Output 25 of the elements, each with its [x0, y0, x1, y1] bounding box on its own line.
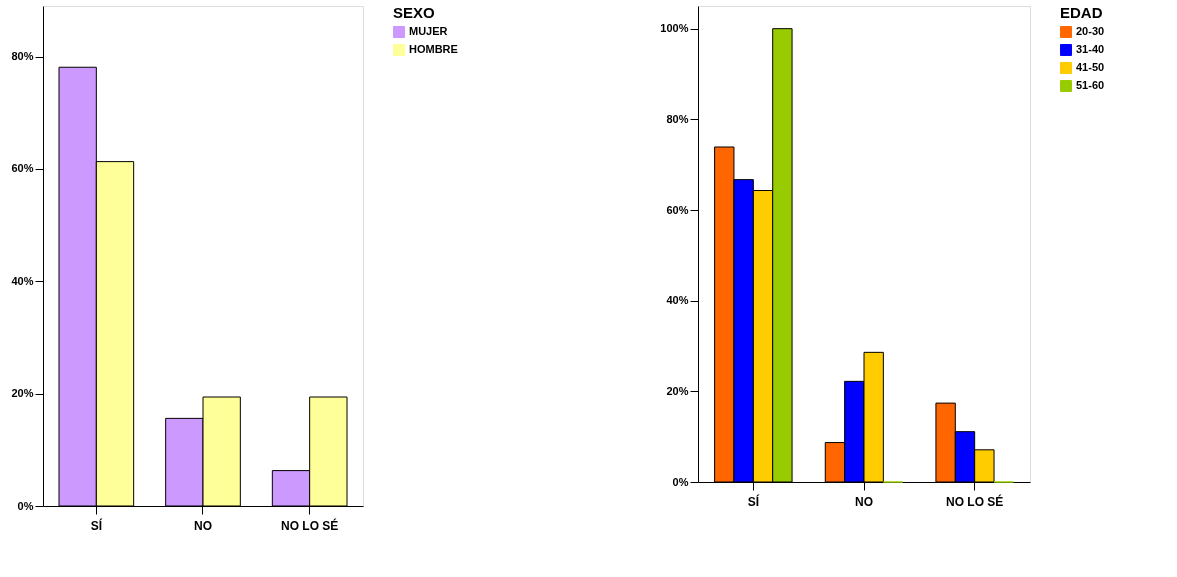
legend-label: HOMBRE	[409, 43, 458, 55]
y-tick-label: 0%	[672, 475, 689, 488]
legend-label: MUJER	[409, 25, 448, 37]
legend-label: 31-40	[1076, 43, 1105, 55]
legend-title: EDAD	[1060, 4, 1103, 21]
legend-label: 51-60	[1076, 79, 1105, 91]
y-tick-label: 40%	[666, 294, 689, 307]
y-tick-label: 100%	[660, 22, 689, 35]
x-tick-label: NO LO SÉ	[280, 517, 339, 533]
x-tick-label: NO	[855, 494, 873, 509]
x-tick-label: SÍ	[747, 493, 760, 509]
x-tick-label: NO	[194, 518, 212, 533]
y-tick-label: 0%	[17, 499, 34, 512]
y-tick-label: 80%	[11, 50, 34, 63]
x-tick-label: SÍ	[90, 517, 103, 533]
legend-title: SEXO	[393, 4, 436, 21]
y-tick-label: 20%	[666, 384, 689, 397]
legend-label: 20-30	[1076, 25, 1105, 37]
x-tick-label: NO LO SÉ	[945, 493, 1004, 509]
y-tick-label: 60%	[666, 203, 689, 216]
y-tick-label: 80%	[666, 112, 689, 125]
y-tick-label: 20%	[11, 387, 34, 400]
y-tick-label: 60%	[11, 162, 34, 175]
legend-label: 41-50	[1076, 61, 1105, 73]
y-tick-label: 40%	[11, 274, 34, 287]
